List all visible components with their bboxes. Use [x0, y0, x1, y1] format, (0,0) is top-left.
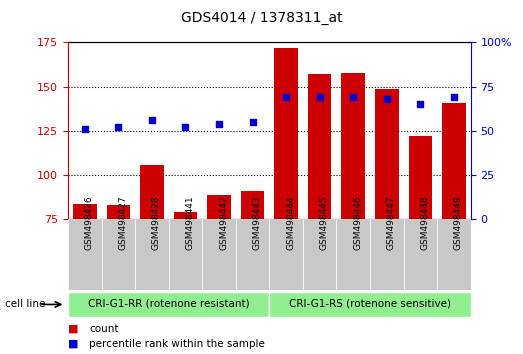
Bar — [241, 191, 264, 352]
Bar — [73, 204, 97, 352]
Point — [383, 96, 391, 102]
Point — [349, 95, 357, 100]
Point — [81, 126, 89, 132]
Text: CRI-G1-RS (rotenone sensitive): CRI-G1-RS (rotenone sensitive) — [289, 299, 451, 309]
Text: GDS4014 / 1378311_at: GDS4014 / 1378311_at — [180, 11, 343, 25]
Text: GSM498428: GSM498428 — [152, 196, 161, 250]
Bar — [140, 165, 164, 352]
Text: cell line: cell line — [5, 299, 46, 309]
Text: count: count — [89, 324, 118, 333]
Bar — [236, 219, 269, 290]
Text: GSM498442: GSM498442 — [219, 196, 228, 250]
Text: ■: ■ — [68, 324, 78, 333]
Bar — [207, 195, 231, 352]
Bar — [404, 219, 437, 290]
Text: GSM498447: GSM498447 — [387, 196, 396, 250]
Bar — [68, 219, 101, 290]
Bar — [135, 219, 168, 290]
Point — [450, 95, 458, 100]
Text: GSM498443: GSM498443 — [253, 196, 262, 250]
Text: GSM498446: GSM498446 — [353, 196, 362, 250]
Bar — [442, 103, 465, 352]
Text: GSM498445: GSM498445 — [320, 196, 328, 250]
Bar — [101, 219, 135, 290]
Bar — [308, 74, 332, 352]
Text: GSM498441: GSM498441 — [186, 196, 195, 250]
Text: GSM498427: GSM498427 — [118, 196, 127, 250]
Text: GSM498448: GSM498448 — [420, 196, 429, 250]
Point — [181, 125, 190, 130]
Text: ■: ■ — [68, 339, 78, 349]
Bar — [269, 292, 471, 317]
Bar — [370, 219, 404, 290]
Bar — [174, 212, 197, 352]
Bar — [437, 219, 471, 290]
Bar — [68, 292, 269, 317]
Point — [114, 125, 122, 130]
Bar — [275, 48, 298, 352]
Bar — [168, 219, 202, 290]
Point — [248, 119, 257, 125]
Text: GSM498444: GSM498444 — [286, 196, 295, 250]
Bar — [269, 219, 303, 290]
Point — [315, 95, 324, 100]
Bar — [336, 219, 370, 290]
Bar — [375, 88, 399, 352]
Bar — [303, 219, 336, 290]
Text: percentile rank within the sample: percentile rank within the sample — [89, 339, 265, 349]
Text: CRI-G1-RR (rotenone resistant): CRI-G1-RR (rotenone resistant) — [88, 299, 249, 309]
Bar — [408, 136, 432, 352]
Text: GSM498449: GSM498449 — [454, 196, 463, 250]
Text: GSM498426: GSM498426 — [85, 196, 94, 250]
Point — [147, 118, 156, 123]
Point — [416, 102, 425, 107]
Bar — [202, 219, 236, 290]
Point — [282, 95, 290, 100]
Bar — [107, 205, 130, 352]
Bar — [342, 73, 365, 352]
Point — [215, 121, 223, 127]
